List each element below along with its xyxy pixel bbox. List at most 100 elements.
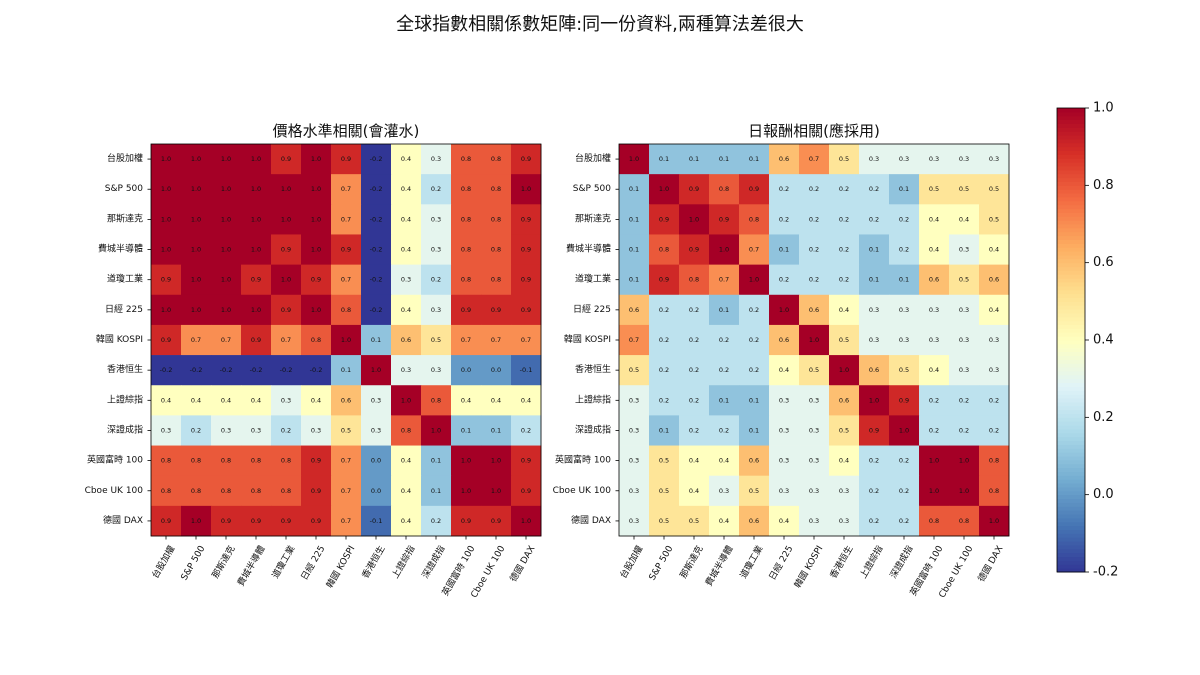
cell-value-label: 1.0: [221, 185, 231, 193]
cell-value-label: 0.9: [521, 276, 531, 284]
heatmap-cell: [421, 324, 452, 356]
cell-value-label: 0.4: [989, 246, 999, 254]
colorbar-segment: [1057, 150, 1085, 155]
cell-value-label: 0.2: [749, 366, 759, 374]
cell-value-label: 0.2: [689, 306, 699, 314]
heatmap-cell: [619, 324, 650, 356]
heatmap-cell: [271, 385, 302, 416]
heatmap-cell: [919, 505, 950, 537]
heatmap-cell: [151, 174, 182, 205]
cell-value-label: 0.8: [341, 306, 351, 314]
colorbar-segment: [1057, 189, 1085, 194]
cell-value-label: 0.2: [749, 336, 759, 344]
heatmap-cell: [181, 355, 212, 386]
colorbar-segment: [1057, 162, 1085, 167]
heatmap-cell: [241, 385, 272, 416]
cell-value-label: 1.0: [779, 306, 789, 314]
heatmap-cell: [769, 174, 800, 205]
heatmap-cell: [949, 324, 980, 356]
colorbar-segment: [1057, 247, 1085, 252]
y-tick-label: Cboe UK 100: [85, 486, 144, 496]
cell-value-label: 0.6: [749, 517, 759, 525]
heatmap-cell: [859, 475, 890, 507]
cell-value-label: 0.4: [719, 517, 729, 525]
colorbar-segment: [1057, 293, 1085, 298]
cell-value-label: 0.4: [401, 155, 411, 163]
heatmap-cell: [649, 294, 680, 326]
cell-value-label: 1.0: [281, 215, 291, 223]
colorbar-segment: [1057, 533, 1085, 538]
colorbar-segment: [1057, 301, 1085, 306]
y-tick-label: 深證成指: [107, 423, 143, 435]
cell-value-label: 0.3: [959, 155, 969, 163]
heatmap-cell: [451, 445, 482, 477]
heatmap-cell: [799, 144, 830, 175]
heatmap-cell: [919, 324, 950, 356]
y-tick-label: 英國富時 100: [555, 454, 611, 466]
cell-value-label: 0.9: [161, 276, 171, 284]
cell-value-label: 0.9: [461, 306, 471, 314]
heatmap-cell: [619, 264, 650, 296]
cell-value-label: 0.4: [689, 457, 699, 465]
heatmap-cell: [679, 505, 710, 537]
heatmap-cell: [361, 174, 392, 205]
colorbar-segment: [1057, 537, 1085, 542]
cell-value-label: 0.4: [959, 215, 969, 223]
heatmap-cell: [391, 144, 422, 175]
cell-value-label: 0.6: [779, 336, 789, 344]
cell-value-label: 0.3: [869, 336, 879, 344]
heatmap-cell: [709, 204, 740, 235]
heatmap-cell: [421, 355, 452, 386]
heatmap-cell: [211, 355, 242, 386]
y-tick-label: S&P 500: [573, 184, 611, 194]
heatmap-cell: [619, 294, 650, 326]
cell-value-label: 0.5: [959, 185, 969, 193]
cell-value-label: 0.6: [839, 396, 849, 404]
colorbar-segment: [1057, 127, 1085, 132]
cell-value-label: 0.9: [281, 155, 291, 163]
heatmap-cell: [331, 294, 362, 326]
cell-value-label: 0.8: [491, 215, 501, 223]
heatmap-cell: [859, 385, 890, 416]
colorbar-segment: [1057, 181, 1085, 186]
cell-value-label: 0.3: [869, 306, 879, 314]
cell-value-label: 0.3: [629, 487, 639, 495]
cell-value-label: 0.3: [839, 487, 849, 495]
heatmap-cell: [859, 204, 890, 235]
heatmap-cell: [919, 475, 950, 507]
heatmap-cell: [889, 475, 920, 507]
cell-value-label: 1.0: [959, 487, 969, 495]
heatmap-cell: [181, 174, 212, 205]
heatmap-cell: [331, 415, 362, 446]
heatmap-cell: [331, 144, 362, 175]
cell-value-label: 0.8: [959, 517, 969, 525]
heatmap-cell: [331, 505, 362, 537]
heatmap-cell: [739, 355, 770, 386]
cell-value-label: 1.0: [461, 457, 471, 465]
cell-value-label: 0.1: [491, 426, 501, 434]
colorbar-segment: [1057, 432, 1085, 438]
colorbar-segment: [1057, 367, 1085, 372]
colorbar-segment: [1057, 285, 1085, 291]
cell-value-label: 0.8: [461, 215, 471, 223]
heatmap-cell: [949, 505, 980, 537]
heatmap-cell: [481, 385, 512, 416]
colorbar-tick-label: 0.4: [1093, 333, 1114, 348]
heatmap-cell: [889, 355, 920, 386]
heatmap-cell: [769, 355, 800, 386]
colorbar-segment: [1057, 475, 1085, 480]
heatmap-cell: [301, 445, 332, 477]
heatmap-cell: [331, 234, 362, 266]
heatmap-cell: [979, 324, 1010, 356]
cell-value-label: 0.9: [659, 276, 669, 284]
heatmap-cell: [949, 234, 980, 266]
colorbar-segment: [1057, 514, 1085, 519]
cell-value-label: 0.8: [989, 457, 999, 465]
cell-value-label: 0.9: [281, 306, 291, 314]
cell-value-label: 0.1: [749, 155, 759, 163]
cell-value-label: 1.0: [251, 185, 261, 193]
heatmap-cell: [511, 264, 542, 296]
cell-value-label: 0.7: [341, 457, 351, 465]
colorbar-segment: [1057, 560, 1085, 565]
colorbar-segment: [1057, 212, 1085, 217]
